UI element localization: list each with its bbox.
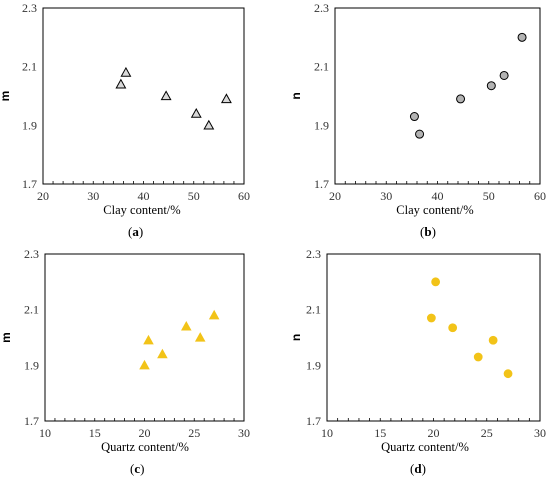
data-point-triangle [115, 78, 127, 89]
data-point-triangle [120, 66, 132, 77]
y-tick-label: 1.7 [306, 414, 321, 428]
data-point-circle [431, 277, 441, 287]
data-point-circle [499, 70, 509, 80]
y-tick-label: 2.1 [314, 60, 329, 74]
y-tick-label: 1.9 [306, 358, 321, 372]
x-tick-label: 30 [87, 189, 99, 203]
x-tick-label: 60 [534, 189, 546, 203]
panel-caption: (a) [128, 224, 143, 239]
y-tick-label: 2.3 [314, 1, 329, 15]
x-axis-label: Clay content/% [103, 203, 180, 217]
data-point-circle [415, 129, 425, 139]
data-point-triangle [203, 119, 215, 130]
y-tick-label: 1.7 [22, 177, 37, 191]
data-point-triangle [194, 332, 206, 342]
x-tick-label: 60 [238, 189, 250, 203]
y-tick-label: 1.9 [22, 118, 37, 132]
x-tick-label: 10 [39, 426, 51, 440]
data-point-circle [426, 313, 436, 323]
panel-caption: (b) [420, 224, 436, 239]
x-tick-label: 25 [481, 426, 493, 440]
data-point-triangle [139, 359, 150, 370]
data-point-circle [409, 112, 419, 122]
y-tick-label: 2.1 [306, 303, 321, 317]
y-tick-label: 1.7 [24, 414, 39, 428]
data-point-circle [473, 352, 483, 362]
plot-frame [42, 7, 245, 185]
y-tick-label: 2.3 [306, 247, 321, 261]
x-tick-label: 20 [139, 426, 151, 440]
plot-frame [44, 253, 245, 422]
x-tick-label: 30 [238, 426, 250, 440]
x-tick-label: 10 [321, 426, 333, 440]
y-tick-label: 1.7 [314, 177, 329, 191]
data-point-circle [448, 323, 458, 333]
x-tick-label: 40 [138, 189, 150, 203]
x-axis-label: Quartz content/% [381, 440, 469, 454]
data-point-triangle [157, 348, 168, 359]
panel-caption: (c) [130, 461, 144, 476]
data-point-triangle [160, 90, 172, 101]
x-tick-label: 50 [188, 189, 200, 203]
x-axis-label: Quartz content/% [101, 440, 189, 454]
data-point-triangle [181, 320, 192, 331]
x-tick-label: 30 [534, 426, 546, 440]
data-point-circle [486, 81, 496, 91]
data-point-triangle [190, 107, 202, 118]
data-point-circle [517, 32, 527, 42]
y-tick-label: 2.1 [24, 303, 39, 317]
x-tick-label: 40 [432, 189, 444, 203]
data-point-circle [488, 335, 498, 345]
y-tick-label: 2.1 [22, 60, 37, 74]
x-tick-label: 15 [374, 426, 386, 440]
x-tick-label: 20 [428, 426, 440, 440]
x-tick-label: 20 [329, 189, 341, 203]
data-point-circle [503, 369, 513, 379]
x-tick-label: 25 [188, 426, 200, 440]
y-axis-label: n [289, 92, 303, 99]
y-tick-label: 2.3 [24, 247, 39, 261]
y-axis-label: m [0, 332, 13, 343]
y-tick-label: 1.9 [314, 118, 329, 132]
y-axis-label: n [289, 334, 303, 341]
x-tick-label: 30 [380, 189, 392, 203]
data-point-triangle [208, 309, 220, 320]
x-tick-label: 50 [483, 189, 495, 203]
x-axis-label: Clay content/% [396, 203, 473, 217]
chart-panel-a: 20 30 40 50 60 1.7 1.9 2.1 2.3 Clay content/% m (a) [0, 1, 250, 239]
chart-panel-b: 20 30 40 50 60 1.7 1.9 2.1 2.3 Clay content/% n (b) [289, 1, 546, 239]
y-tick-label: 1.9 [24, 358, 39, 372]
chart-panel-c: 10 15 20 25 30 1.7 1.9 2.1 2.3 Quartz content/% m (… [0, 247, 250, 476]
chart-panel-d: 10 15 20 25 30 1.7 1.9 2.1 2.3 Quartz content/% n (… [289, 247, 546, 476]
panel-caption: (d) [410, 461, 426, 476]
x-tick-label: 20 [37, 189, 49, 203]
data-point-circle [456, 94, 466, 104]
x-tick-label: 15 [89, 426, 101, 440]
data-point-triangle [143, 334, 154, 345]
y-tick-label: 2.3 [22, 1, 37, 15]
data-point-triangle [220, 93, 232, 104]
plot-frame [334, 7, 541, 185]
y-axis-label: m [0, 91, 12, 102]
